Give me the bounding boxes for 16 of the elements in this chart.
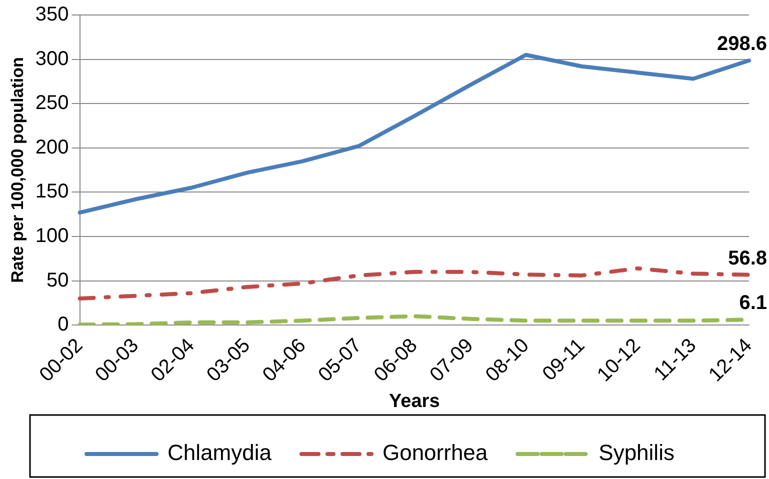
y-tick-label: 350 (35, 4, 69, 26)
x-axis-title: Years (389, 390, 440, 412)
y-tick-label: 150 (35, 180, 69, 203)
data-label: 298.6 (716, 33, 768, 56)
legend-label: Gonorrhea (382, 440, 488, 466)
y-tick-label: 250 (35, 92, 69, 114)
y-tick-label: 0 (58, 314, 69, 336)
y-tick-label: 50 (46, 269, 69, 292)
y-tick-label: 200 (35, 136, 69, 158)
data-label: 56.8 (728, 247, 768, 270)
y-tick-label: 100 (35, 224, 69, 247)
data-label: 6.1 (739, 292, 768, 314)
y-axis-title: Rate per 100,000 population (8, 57, 27, 283)
legend-label: Chlamydia (168, 440, 272, 466)
y-tick-label: 300 (35, 48, 69, 70)
legend-label: Syphilis (598, 440, 674, 466)
